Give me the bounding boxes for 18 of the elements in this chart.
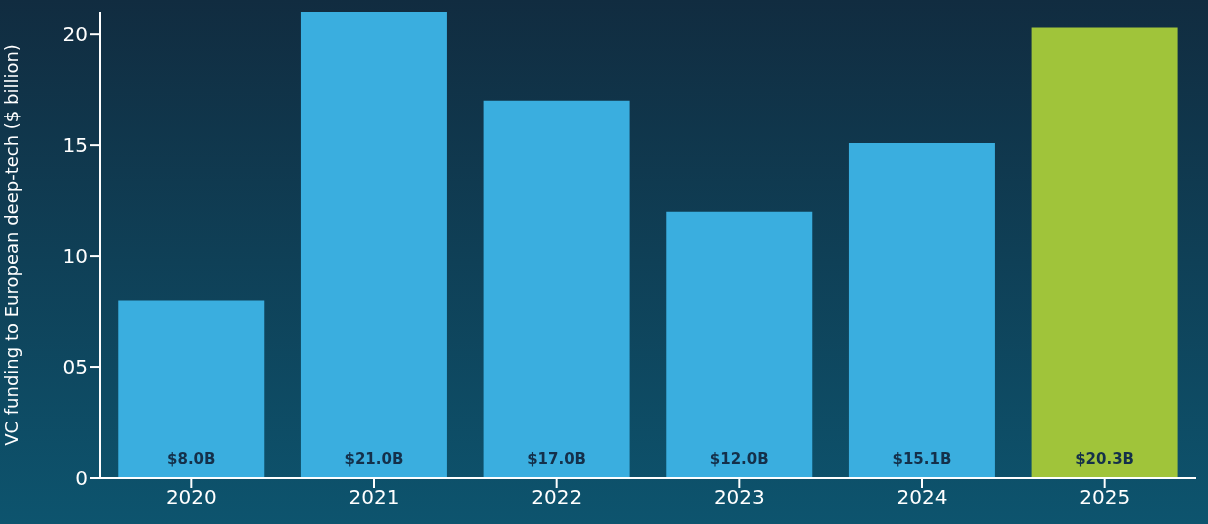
data-label: $15.1B — [892, 450, 952, 468]
x-tick-label: 2020 — [165, 485, 217, 510]
x-tick-label: 2023 — [713, 485, 765, 510]
y-tick-label: 0 — [75, 466, 88, 491]
data-label: $12.0B — [709, 450, 769, 468]
data-label: $20.3B — [1075, 450, 1135, 468]
y-tick-label: 05 — [62, 355, 88, 380]
y-axis-title: VC funding to European deep-tech ($ billion) — [1, 44, 23, 446]
data-label: $8.0B — [167, 450, 216, 468]
x-tick-label: 2025 — [1079, 485, 1131, 510]
y-tick-label: 15 — [62, 133, 88, 158]
data-label: $17.0B — [527, 450, 587, 468]
x-tick-label: 2021 — [348, 485, 400, 510]
y-tick-label: 20 — [62, 22, 88, 47]
y-tick-label: 10 — [62, 244, 88, 269]
data-label: $21.0B — [344, 450, 404, 468]
x-tick-label: 2022 — [531, 485, 583, 510]
x-tick-label: 2024 — [896, 485, 948, 510]
